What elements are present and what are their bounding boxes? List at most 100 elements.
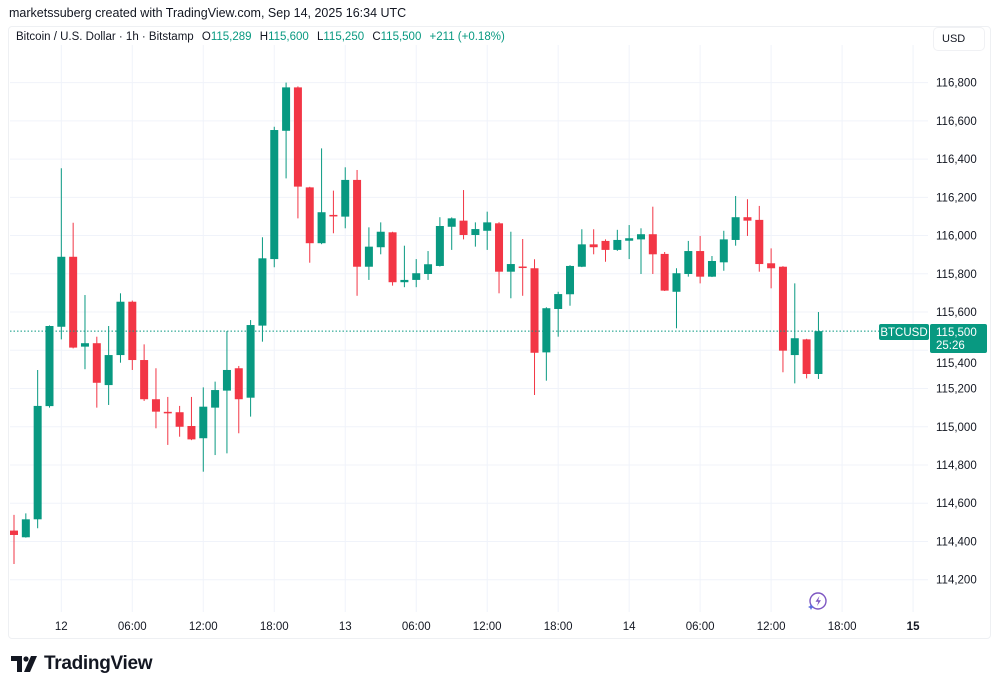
candle-body-up	[21, 519, 30, 538]
candle-body-up	[104, 355, 113, 386]
candle-body-up	[400, 279, 409, 283]
high-value: 115,600	[268, 31, 309, 43]
candle-body-up	[613, 239, 622, 250]
candle-body-down	[802, 339, 811, 374]
candle-body-down	[329, 214, 338, 217]
price-tag-symbol: BTCUSD	[880, 327, 927, 339]
candle-body-down	[151, 399, 160, 412]
x-tick-label: 18:00	[544, 621, 573, 633]
candle-body-up	[222, 369, 231, 391]
candle-body-up	[258, 258, 267, 326]
close-label: C	[372, 31, 381, 43]
candle-body-up	[412, 273, 421, 280]
x-tick-label: 12:00	[189, 621, 218, 633]
candle-body-up	[45, 325, 54, 407]
candle-body-up	[790, 338, 799, 356]
candle-body-down	[128, 301, 137, 361]
candle-body-down	[778, 266, 787, 351]
candle-body-down	[660, 253, 669, 291]
candle-body-up	[116, 301, 125, 356]
candle-body-up	[33, 405, 42, 520]
currency-button[interactable]: USD	[934, 28, 984, 50]
candle-body-up	[554, 294, 563, 309]
x-tick-label: 06:00	[402, 621, 431, 633]
candle-body-up	[447, 218, 456, 227]
candle-body-up	[636, 234, 645, 240]
candle-body-up	[246, 325, 255, 398]
y-tick-label: 115,600	[936, 307, 977, 319]
candle-body-up	[57, 256, 66, 327]
symbol-title: Bitcoin / U.S. Dollar · 1h · Bitstamp	[16, 31, 194, 43]
grid	[10, 45, 928, 612]
candle-body-up	[672, 273, 681, 292]
candle-body-down	[69, 256, 78, 348]
x-tick-label: 15	[907, 621, 920, 633]
y-tick-label: 114,800	[936, 460, 977, 472]
y-tick-label: 116,000	[936, 231, 977, 243]
candle-body-down	[140, 360, 149, 400]
y-tick-label: 116,200	[936, 192, 977, 204]
x-tick-label: 13	[339, 621, 352, 633]
candle-body-up	[566, 265, 575, 295]
y-tick-label: 116,800	[936, 78, 977, 90]
last-price-tag: BTCUSD 115,500 25:26	[879, 324, 987, 353]
candle-body-up	[317, 212, 326, 244]
candle-body-up	[684, 251, 693, 274]
candle-body-down	[530, 268, 539, 353]
chart-frame	[8, 26, 991, 639]
candle-body-up	[80, 343, 89, 347]
open-label: O	[201, 31, 211, 43]
candle-body-down	[175, 412, 184, 427]
candles	[10, 82, 823, 565]
candle-body-down	[92, 343, 101, 383]
candle-body-up	[719, 239, 728, 263]
close-value: 115,500	[380, 31, 422, 43]
candle-body-down	[388, 232, 397, 283]
candle-body-up	[364, 246, 373, 267]
candle-body-up	[435, 226, 444, 266]
candle-body-up	[282, 87, 291, 131]
x-tick-label: 14	[623, 621, 636, 633]
candle-body-down	[187, 425, 196, 440]
lightning-bolt-icon[interactable]	[808, 592, 827, 610]
y-tick-label: 115,000	[936, 422, 977, 434]
tradingview-logo-icon	[11, 656, 37, 672]
low-label: L	[316, 31, 324, 43]
candle-body-up	[707, 260, 716, 277]
x-tick-label: 12:00	[757, 621, 786, 633]
candle-body-down	[518, 266, 527, 269]
price-tag-countdown: 25:26	[936, 340, 965, 352]
x-tick-label: 12	[55, 621, 68, 633]
change-value: +211 (+0.18%)	[429, 31, 505, 43]
candle-body-down	[305, 187, 314, 244]
tradingview-logo[interactable]: TradingView	[11, 653, 153, 675]
candle-body-up	[424, 264, 433, 274]
y-tick-label: 114,600	[936, 498, 977, 510]
y-tick-label: 115,200	[936, 384, 977, 396]
price-tag-price: 115,500	[936, 327, 977, 339]
candle-body-down	[696, 251, 705, 277]
candle-body-down	[495, 223, 504, 272]
candle-body-up	[814, 331, 823, 374]
candle-body-up	[376, 231, 385, 248]
y-tick-label: 115,400	[936, 358, 977, 370]
candle-body-down	[743, 217, 752, 221]
y-tick-label: 116,400	[936, 154, 977, 166]
y-tick-label: 114,200	[936, 575, 977, 587]
x-tick-label: 12:00	[473, 621, 502, 633]
candle-body-down	[293, 87, 302, 187]
candle-body-down	[353, 179, 362, 267]
candle-body-up	[211, 390, 220, 408]
candle-body-up	[506, 264, 515, 272]
candle-body-down	[755, 219, 764, 265]
open-value: 115,289	[210, 31, 252, 43]
candle-body-down	[459, 220, 468, 235]
x-tick-label: 18:00	[260, 621, 289, 633]
candle-body-up	[199, 406, 208, 439]
y-tick-label: 116,600	[936, 116, 977, 128]
candle-body-up	[471, 229, 480, 235]
candle-body-up	[483, 222, 492, 231]
high-label: H	[259, 31, 269, 43]
